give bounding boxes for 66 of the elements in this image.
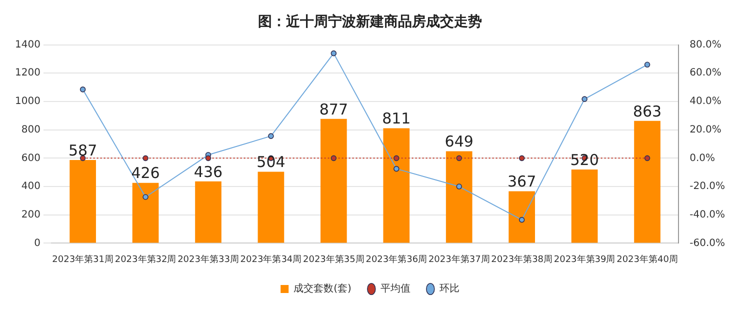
bar bbox=[571, 170, 598, 243]
point bbox=[518, 216, 525, 223]
bar bbox=[634, 120, 660, 243]
x-tick-label: 2023年第31周 bbox=[52, 254, 114, 265]
x-tick-label: 2023年第39周 bbox=[554, 254, 616, 265]
data-label: 426 bbox=[131, 164, 160, 182]
y2-tick-label: 20.0% bbox=[690, 124, 722, 136]
y2-tick-label: 40.0% bbox=[690, 96, 722, 108]
bar bbox=[132, 182, 159, 243]
y-tick-label: 600 bbox=[21, 152, 40, 164]
x-tick-label: 2023年第37周 bbox=[428, 254, 490, 265]
legend-label: 平均值 bbox=[380, 282, 410, 295]
data-label: 520 bbox=[570, 150, 599, 169]
y-tick-label: 400 bbox=[21, 181, 40, 192]
x-tick-label: 2023年第32周 bbox=[114, 254, 176, 265]
point bbox=[582, 96, 588, 102]
y2-tick-label: 80.0% bbox=[690, 39, 722, 50]
legend-label: 成交套数(套) bbox=[294, 282, 352, 295]
point bbox=[518, 155, 525, 162]
legend-label: 环比 bbox=[439, 282, 460, 295]
x-tick-label: 2023年第34周 bbox=[240, 254, 302, 265]
point bbox=[393, 166, 400, 172]
y2-tick-label: -60.0% bbox=[690, 238, 726, 249]
x-tick-label: 2023年第36周 bbox=[366, 254, 428, 265]
point bbox=[330, 155, 337, 162]
data-label: 649 bbox=[444, 132, 474, 151]
point bbox=[393, 155, 400, 162]
y-tick-label: 0 bbox=[34, 238, 40, 249]
x-tick-label: 2023年第40周 bbox=[616, 254, 678, 265]
bar bbox=[258, 172, 284, 243]
point bbox=[330, 50, 337, 56]
y-tick-label: 1000 bbox=[14, 96, 40, 108]
bar bbox=[446, 151, 472, 243]
point bbox=[456, 155, 462, 162]
x-tick-label: 2023年第35周 bbox=[303, 254, 364, 265]
bar bbox=[195, 181, 222, 243]
point bbox=[80, 86, 86, 92]
point bbox=[644, 62, 650, 68]
y2-tick-label: -40.0% bbox=[690, 209, 726, 220]
data-label: 367 bbox=[508, 172, 536, 191]
bar bbox=[508, 191, 535, 243]
point bbox=[142, 155, 148, 162]
y2-tick-label: -20.0% bbox=[690, 181, 726, 192]
data-label: 863 bbox=[632, 102, 662, 120]
x-tick-label: 2023年第33周 bbox=[178, 254, 239, 265]
data-label: 811 bbox=[382, 110, 411, 128]
point bbox=[644, 155, 650, 162]
point bbox=[142, 194, 148, 200]
point bbox=[205, 155, 212, 162]
y-tick-label: 800 bbox=[21, 124, 40, 136]
y-tick-label: 1200 bbox=[14, 68, 40, 79]
point bbox=[268, 133, 274, 139]
y2-tick-label: 0.0% bbox=[690, 152, 716, 164]
bar bbox=[320, 118, 347, 243]
point bbox=[456, 184, 462, 190]
chart-title: 图：近十周宁波新建商品房成交走势 bbox=[258, 13, 482, 30]
data-label: 877 bbox=[319, 100, 348, 118]
y-tick-label: 1400 bbox=[14, 39, 40, 50]
x-tick-label: 2023年第38周 bbox=[491, 254, 553, 265]
data-label: 587 bbox=[68, 141, 98, 160]
y2-tick-label: 60.0% bbox=[690, 68, 722, 79]
bar bbox=[383, 128, 410, 243]
data-label: 504 bbox=[256, 153, 286, 172]
bar bbox=[70, 160, 96, 243]
data-label: 436 bbox=[194, 162, 223, 181]
y-tick-label: 200 bbox=[21, 209, 40, 220]
